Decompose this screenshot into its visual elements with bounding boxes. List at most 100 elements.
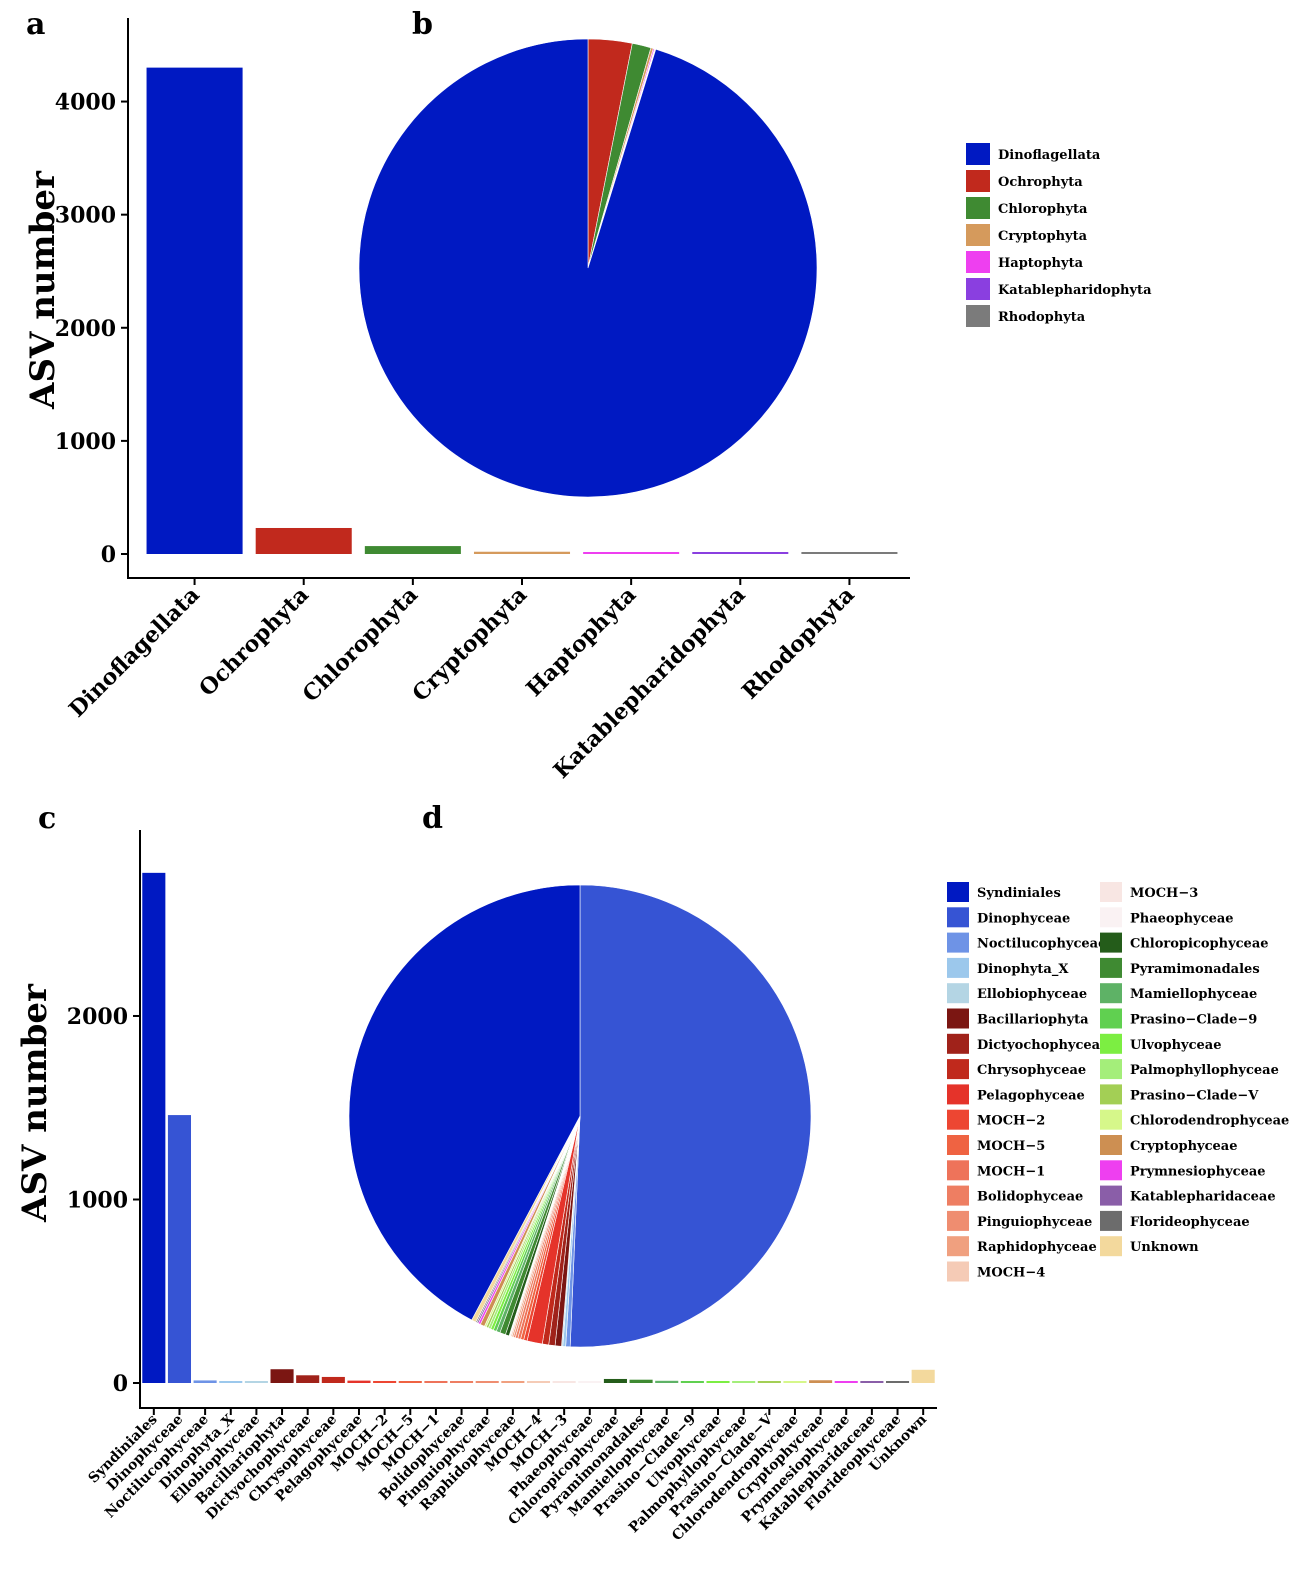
legend-label: Ochrophyta xyxy=(998,175,1083,190)
legend-swatch xyxy=(966,197,990,219)
legend-swatch xyxy=(1100,1059,1122,1080)
legend-swatch xyxy=(1100,1084,1122,1105)
legend-swatch xyxy=(1100,1236,1122,1257)
panel-a-yticks: 0 1000 2000 3000 4000 xyxy=(55,90,128,568)
bar-bacillariophyta xyxy=(270,1369,294,1383)
panel-d-legend: Syndiniales Dinophyceae Noctilucophyceae Di… xyxy=(947,882,1289,1282)
legend-label: Chlorodendrophyceae xyxy=(1130,1114,1289,1129)
legend-swatch xyxy=(947,1210,969,1231)
bar-syndiniales xyxy=(142,872,166,1383)
panel-letter-c: c xyxy=(38,801,56,836)
legend-swatch xyxy=(947,1109,969,1130)
legend-label: MOCH−3 xyxy=(1130,886,1198,901)
legend-label: MOCH−4 xyxy=(977,1266,1045,1281)
legend-swatch xyxy=(947,1008,969,1029)
legend-label: Prasino−Clade−V xyxy=(1130,1088,1259,1103)
bar-raphidophyceae xyxy=(501,1381,525,1383)
x-tick-label: Chlorophyta xyxy=(298,582,423,707)
y-tick-label: 1000 xyxy=(67,1187,128,1213)
legend-swatch xyxy=(1100,1160,1122,1181)
bar-moch-1 xyxy=(424,1381,448,1383)
legend-swatch xyxy=(947,1160,969,1181)
legend-label: Ellobiophyceae xyxy=(977,987,1087,1002)
legend-label: Pyramimonadales xyxy=(1130,962,1260,977)
legend-label: MOCH−1 xyxy=(977,1164,1045,1179)
legend-label: Bolidophyceae xyxy=(977,1190,1083,1205)
legend-swatch xyxy=(966,305,990,327)
legend-swatch xyxy=(947,1236,969,1257)
legend-swatch xyxy=(947,983,969,1004)
panel-c-bars xyxy=(142,872,935,1383)
bar-phaeophyceae xyxy=(578,1381,602,1383)
bar-rhodophyta xyxy=(801,552,898,554)
bar-katablepharidophyta xyxy=(692,552,789,554)
y-tick-label: 2000 xyxy=(67,1004,128,1030)
panel-a-ylabel: ASV number xyxy=(23,170,63,410)
bar-moch-2 xyxy=(373,1380,397,1383)
panel-b-pie xyxy=(358,38,818,498)
bar-mamiellophyceae xyxy=(655,1380,679,1383)
panel-c-yticks: 0 1000 2000 xyxy=(67,1004,140,1397)
legend-swatch xyxy=(966,278,990,300)
legend-label: Pinguiophyceae xyxy=(977,1215,1092,1230)
bar-prasino-clade-9 xyxy=(680,1381,704,1383)
panel-letter-a: a xyxy=(26,7,45,42)
y-tick-label: 1000 xyxy=(55,429,116,455)
legend-label: Katablepharidaceae xyxy=(1130,1190,1276,1205)
legend-swatch xyxy=(947,882,969,902)
legend-swatch xyxy=(1100,957,1122,978)
panel-b-legend: Dinoflagellata Ochrophyta Chlorophyta Crypt… xyxy=(966,143,1152,327)
legend-label: Ulvophyceae xyxy=(1130,1038,1221,1053)
legend-swatch xyxy=(1100,1008,1122,1029)
legend-swatch xyxy=(947,1261,969,1282)
panel-a-xticks: DinoflagellataOchrophytaChlorophytaCrypt… xyxy=(64,578,860,784)
y-tick-label: 0 xyxy=(101,542,116,568)
legend-label: Unknown xyxy=(1130,1240,1199,1255)
bar-bolidophyceae xyxy=(450,1381,474,1383)
legend-swatch xyxy=(1100,1135,1122,1155)
bar-dinoflagellata xyxy=(146,67,243,554)
y-tick-label: 4000 xyxy=(55,90,116,116)
x-tick-label: Haptophyta xyxy=(521,582,641,702)
legend-label: Cryptophyta xyxy=(998,229,1088,244)
bar-cryptophyta xyxy=(473,551,571,554)
bar-pelagophyceae xyxy=(347,1380,371,1383)
legend-label: Florideophyceae xyxy=(1130,1215,1250,1230)
panel-letter-d: d xyxy=(422,801,443,836)
legend-swatch xyxy=(947,1084,969,1105)
legend-swatch xyxy=(947,907,969,928)
bar-pyramimonadales xyxy=(629,1379,653,1383)
bar-moch-5 xyxy=(398,1381,422,1383)
legend-label: Chloropicophyceae xyxy=(1130,937,1269,952)
bar-cryptophyceae xyxy=(809,1380,833,1383)
slice-syndiniales xyxy=(348,884,581,1321)
bar-dinophyceae xyxy=(167,1115,192,1383)
panel-a-bars xyxy=(146,67,898,554)
legend-label: Dinophyta_X xyxy=(977,962,1069,977)
legend-label: Syndiniales xyxy=(977,886,1061,901)
bar-pinguiophyceae xyxy=(475,1381,499,1383)
bar-prymnesiophyceae xyxy=(834,1381,858,1383)
legend-label: Chrysophyceae xyxy=(977,1063,1086,1078)
bar-noctilucophyceae xyxy=(193,1380,217,1383)
legend-label: Raphidophyceae xyxy=(977,1240,1097,1255)
legend-swatch xyxy=(947,932,969,953)
legend-label: Noctilucophyceae xyxy=(977,937,1106,952)
x-tick-label: Dinoflagellata xyxy=(64,582,205,723)
legend-swatch xyxy=(1100,983,1122,1004)
x-tick-label: Noctilucophyceae xyxy=(102,1411,212,1521)
bar-chloropicophyceae xyxy=(603,1378,627,1383)
bar-ulvophyceae xyxy=(706,1381,730,1383)
y-tick-label: 2000 xyxy=(55,316,116,342)
slice-dinophyceae xyxy=(569,884,812,1348)
bar-chrysophyceae xyxy=(321,1376,345,1383)
legend-swatch xyxy=(1100,1109,1122,1130)
legend-swatch xyxy=(966,143,990,165)
legend-label: Mamiellophyceae xyxy=(1130,987,1257,1002)
legend-label: Cryptophyceae xyxy=(1130,1139,1238,1154)
bar-dictyochophyceae xyxy=(296,1375,320,1383)
panel-c-xticks: SyndinialesDinophyceaeNoctilucophyceaeDi… xyxy=(86,1408,930,1544)
x-tick-label: Rhodophyta xyxy=(737,582,860,705)
bar-katablepharidaceae xyxy=(860,1381,884,1383)
